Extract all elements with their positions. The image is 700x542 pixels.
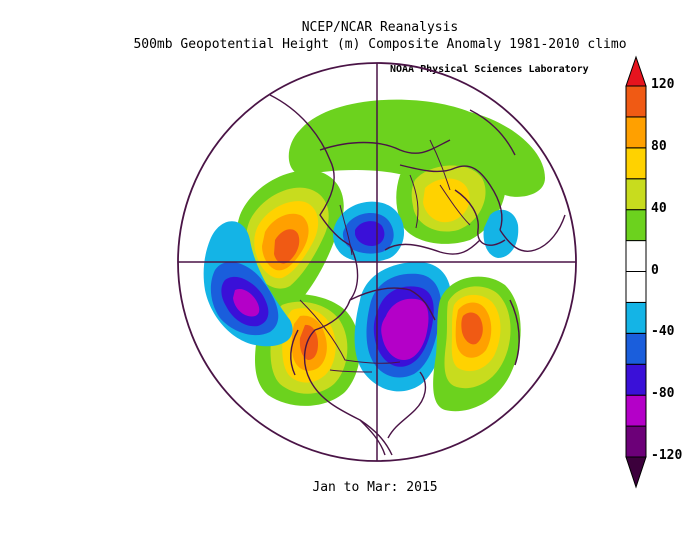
colorbar-cell xyxy=(625,271,647,303)
colorbar-cell xyxy=(625,332,647,365)
colorbar-label: 120 xyxy=(651,77,675,92)
colorbar-label: -120 xyxy=(651,448,683,463)
colorbar-label: -80 xyxy=(651,386,675,402)
colorbar-cell xyxy=(625,147,647,180)
colorbar-bottom-arrow xyxy=(625,456,647,489)
credit-text: NOAA Physical Sciences Laboratory xyxy=(390,64,589,75)
colorbar xyxy=(625,55,647,489)
borders xyxy=(299,139,471,373)
time-period: Jan to Mar: 2015 xyxy=(312,480,438,495)
anomaly-field xyxy=(203,94,566,456)
colorbar-top-arrow xyxy=(625,55,647,87)
colorbar-cell xyxy=(625,209,647,242)
colorbar-label: 40 xyxy=(651,200,667,216)
colorbar-cell xyxy=(625,425,647,458)
colorbar-cell xyxy=(625,363,647,396)
colorbar-label: 0 xyxy=(651,262,659,278)
colorbar-cell xyxy=(625,240,647,272)
colorbar-cell xyxy=(625,178,647,211)
colorbar-cell xyxy=(625,301,647,334)
colorbar-cell xyxy=(625,394,647,427)
coastlines xyxy=(269,94,566,456)
colorbar-label: 80 xyxy=(651,138,667,154)
colorbar-cell xyxy=(625,116,647,149)
map-title: NCEP/NCAR Reanalysis xyxy=(301,20,459,35)
colorbar-label: -40 xyxy=(651,324,675,340)
map-subtitle: 500mb Geopotential Height (m) Composite … xyxy=(133,37,627,52)
colorbar-cell xyxy=(625,85,647,118)
